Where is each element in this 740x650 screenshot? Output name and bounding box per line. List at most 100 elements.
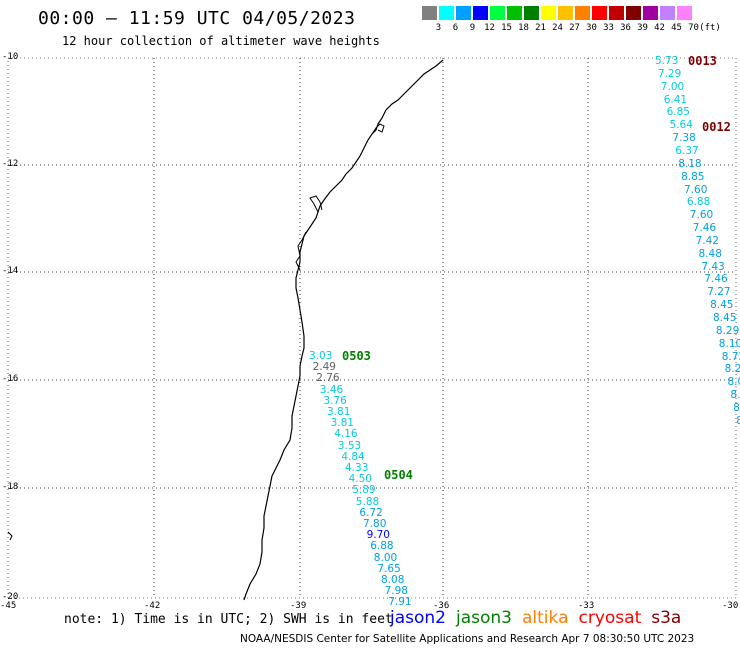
- wave-height-value: 7.46: [692, 222, 717, 235]
- legend-label: 39: [637, 23, 648, 33]
- wave-height-value: 4.33: [345, 462, 369, 474]
- wave-height-value: 6.41: [663, 93, 688, 106]
- legend-swatch: [677, 6, 692, 20]
- legend-label: 21: [535, 23, 546, 33]
- wave-height-value: 5.73: [655, 55, 679, 67]
- legend-swatch: [524, 6, 539, 20]
- wave-height-value: 4.16: [334, 428, 358, 441]
- wave-height-value: 3.81: [330, 417, 354, 430]
- satellite-name: jason3: [456, 608, 512, 628]
- legend-swatch: [592, 6, 607, 20]
- lon-tick-label: -33: [578, 601, 595, 611]
- legend-label: 30: [586, 23, 597, 33]
- wave-height-value: 6.72: [359, 506, 383, 519]
- wave-height-value: 7.38: [672, 132, 696, 145]
- wave-height-value: 8.45: [710, 299, 734, 312]
- lon-tick-label: -36: [433, 601, 450, 611]
- lat-lon-grid: [7, 57, 737, 599]
- wave-height-value: 2.76: [316, 372, 340, 385]
- footer-note: note: 1) Time is in UTC; 2) SWH is in fe…: [64, 612, 393, 627]
- legend-swatch: [660, 6, 675, 20]
- wave-height-value: 6.37: [675, 144, 699, 157]
- legend-swatch: [575, 6, 590, 20]
- legend-label: 18: [518, 23, 529, 33]
- wave-height-value: 7.60: [684, 183, 708, 196]
- satellite-name: cryosat: [578, 608, 642, 628]
- satellite-name: s3a: [651, 608, 682, 628]
- wave-height-value: 5.64: [669, 119, 693, 132]
- wave-height-value: 7.60: [689, 209, 714, 222]
- wave-height-value: 8.1: [730, 389, 740, 402]
- legend-swatch: [626, 6, 641, 20]
- map-subtitle: 12 hour collection of altimeter wave hei…: [62, 34, 380, 48]
- map-frame: [7, 57, 737, 599]
- lat-tick-label: -10: [2, 52, 19, 62]
- wave-height-value: 6.85: [666, 106, 690, 119]
- lat-tick-label: -12: [2, 159, 19, 169]
- legend-swatch: [609, 6, 624, 20]
- legend-label: 33: [603, 23, 614, 33]
- wave-height-value: 8.7: [733, 401, 740, 414]
- wave-height-value: 7.27: [707, 286, 731, 299]
- coast-bay: [295, 195, 323, 271]
- wave-height-value: 8.29: [715, 324, 740, 337]
- legend-swatch: [422, 6, 437, 20]
- lon-tick-label: -42: [144, 601, 161, 611]
- pass-id-label: 0013: [688, 54, 717, 68]
- wave-height-value: 8.24: [724, 363, 740, 376]
- wave-height-value: 7.43: [701, 260, 725, 273]
- wave-height-value: 8.08: [381, 574, 405, 586]
- legend-swatch: [456, 6, 471, 20]
- lon-tick-label: -30: [722, 601, 739, 611]
- wave-height-value: 5.89: [352, 484, 376, 497]
- wave-height-value: 8.18: [678, 157, 702, 170]
- legend-swatch: [439, 6, 454, 20]
- wave-height-value: 5.88: [355, 495, 380, 508]
- legend-label: 36: [620, 23, 631, 33]
- lon-tick-label: -45: [0, 601, 17, 611]
- legend-label: 27: [569, 23, 580, 33]
- pass-id-label: 0012: [702, 120, 731, 134]
- coastline: [243, 59, 444, 601]
- wave-height-value: 7.46: [704, 273, 728, 286]
- wave-height-value: 2.49: [312, 361, 336, 374]
- credit-line: NOAA/NESDIS Center for Satellite Applica…: [240, 633, 695, 645]
- wave-height-value: 4.84: [341, 450, 365, 463]
- wave-height-value: 8.07: [727, 376, 740, 389]
- wave-height-value: 7.42: [695, 234, 719, 247]
- legend-label: 3: [435, 23, 442, 33]
- legend-label: 6: [452, 23, 459, 33]
- legend-label: 70: [688, 23, 699, 33]
- wave-height-value: 8.00: [373, 551, 398, 564]
- lat-tick-label: -16: [2, 374, 19, 384]
- wave-height-value: 7.98: [384, 585, 408, 598]
- legend-label: 12: [484, 23, 495, 33]
- coast-inlet: [371, 123, 385, 135]
- wave-height-value: 7.65: [377, 562, 401, 575]
- lat-tick-label: -20: [2, 592, 19, 602]
- legend-label: 15: [501, 23, 512, 33]
- wave-height-value: 4.50: [348, 473, 372, 486]
- island-marker: [7, 531, 13, 541]
- wave-height-value: 3.76: [323, 394, 347, 407]
- legend-swatch: [473, 6, 488, 20]
- wave-height-value: 8.7: [736, 414, 740, 427]
- wave-height-value: 6.88: [370, 540, 394, 553]
- wave-height-value: 7.91: [388, 596, 412, 609]
- wave-height-value: 6.88: [686, 196, 711, 209]
- wave-height-value: 8.85: [681, 170, 705, 183]
- wave-height-value: 9.70: [366, 529, 390, 542]
- wave-height-value: 7.80: [363, 518, 387, 530]
- legend-label: 45: [671, 23, 682, 33]
- satellite-key: jason2 jason3 altika cryosat s3a: [390, 608, 691, 628]
- wave-height-value: 8.72: [721, 350, 740, 363]
- legend-unit: (ft): [699, 23, 721, 33]
- lat-tick-label: -14: [2, 266, 19, 276]
- legend-label: 9: [469, 23, 476, 33]
- satellite-name: jason2: [390, 608, 446, 628]
- wave-height-value: 7.00: [660, 80, 685, 93]
- legend-swatch: [490, 6, 505, 20]
- pass-id-label: 0503: [342, 349, 371, 363]
- legend-label: 24: [552, 23, 563, 33]
